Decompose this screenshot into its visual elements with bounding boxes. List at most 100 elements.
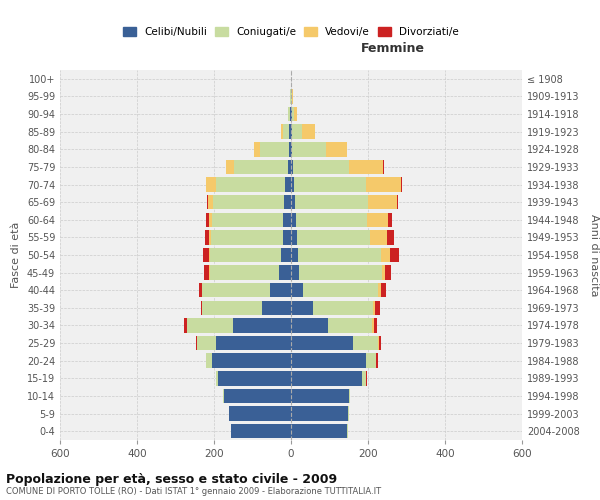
Bar bbox=[291, 178, 294, 192]
Bar bbox=[381, 248, 391, 262]
Bar bbox=[297, 230, 370, 244]
Bar bbox=[293, 107, 297, 122]
Y-axis label: Fasce di età: Fasce di età bbox=[11, 222, 21, 288]
Bar bbox=[289, 142, 291, 156]
Text: Popolazione per età, sesso e stato civile - 2009: Popolazione per età, sesso e stato civil… bbox=[6, 472, 337, 486]
Bar bbox=[218, 371, 291, 386]
Bar bbox=[283, 124, 289, 139]
Bar bbox=[349, 160, 383, 174]
Bar bbox=[373, 300, 375, 315]
Bar bbox=[391, 248, 399, 262]
Bar bbox=[287, 107, 289, 122]
Bar bbox=[299, 266, 382, 280]
Bar bbox=[353, 336, 377, 350]
Bar bbox=[281, 124, 283, 139]
Bar bbox=[291, 266, 299, 280]
Bar bbox=[326, 142, 347, 156]
Bar bbox=[366, 354, 376, 368]
Bar bbox=[298, 248, 381, 262]
Bar bbox=[211, 230, 283, 244]
Bar bbox=[208, 195, 213, 210]
Bar bbox=[283, 230, 291, 244]
Bar bbox=[291, 300, 313, 315]
Bar bbox=[349, 388, 350, 403]
Bar bbox=[302, 124, 315, 139]
Bar bbox=[291, 283, 304, 298]
Legend: Celibi/Nubili, Coniugati/e, Vedovi/e, Divorziati/e: Celibi/Nubili, Coniugati/e, Vedovi/e, Di… bbox=[120, 24, 462, 40]
Bar bbox=[205, 266, 209, 280]
Bar bbox=[216, 336, 291, 350]
Bar bbox=[291, 354, 366, 368]
Bar bbox=[370, 230, 387, 244]
Bar bbox=[202, 283, 270, 298]
Bar bbox=[291, 318, 328, 332]
Bar bbox=[291, 107, 292, 122]
Bar bbox=[375, 300, 380, 315]
Bar bbox=[291, 388, 349, 403]
Bar bbox=[292, 142, 326, 156]
Bar bbox=[289, 107, 290, 122]
Bar bbox=[292, 124, 302, 139]
Bar bbox=[367, 212, 388, 227]
Bar bbox=[295, 195, 368, 210]
Bar bbox=[291, 124, 292, 139]
Bar bbox=[209, 248, 210, 262]
Bar bbox=[206, 354, 212, 368]
Bar bbox=[234, 160, 288, 174]
Bar bbox=[202, 300, 262, 315]
Bar bbox=[292, 107, 293, 122]
Bar bbox=[291, 406, 348, 421]
Bar bbox=[207, 195, 208, 210]
Bar bbox=[233, 318, 291, 332]
Bar bbox=[367, 178, 401, 192]
Bar bbox=[226, 160, 234, 174]
Bar bbox=[289, 124, 291, 139]
Bar bbox=[223, 388, 224, 403]
Bar bbox=[283, 212, 291, 227]
Bar bbox=[294, 178, 367, 192]
Bar bbox=[377, 336, 379, 350]
Bar bbox=[291, 212, 296, 227]
Bar bbox=[376, 354, 377, 368]
Y-axis label: Anni di nascita: Anni di nascita bbox=[589, 214, 599, 296]
Bar bbox=[401, 178, 402, 192]
Bar bbox=[374, 318, 377, 332]
Bar bbox=[224, 388, 291, 403]
Bar bbox=[280, 266, 291, 280]
Bar bbox=[260, 142, 289, 156]
Bar bbox=[291, 424, 347, 438]
Bar bbox=[387, 230, 394, 244]
Bar bbox=[284, 195, 291, 210]
Bar bbox=[184, 318, 187, 332]
Bar bbox=[291, 195, 295, 210]
Bar bbox=[270, 283, 291, 298]
Bar bbox=[213, 195, 284, 210]
Bar bbox=[385, 266, 391, 280]
Bar bbox=[230, 424, 232, 438]
Bar bbox=[293, 160, 349, 174]
Bar bbox=[210, 248, 281, 262]
Bar bbox=[292, 89, 293, 104]
Bar bbox=[296, 212, 367, 227]
Bar bbox=[254, 142, 260, 156]
Bar bbox=[348, 406, 349, 421]
Bar bbox=[216, 178, 285, 192]
Bar bbox=[210, 266, 280, 280]
Bar bbox=[291, 142, 292, 156]
Bar bbox=[382, 283, 386, 298]
Text: COMUNE DI PORTO TOLLE (RO) - Dati ISTAT 1° gennaio 2009 - Elaborazione TUTTITALI: COMUNE DI PORTO TOLLE (RO) - Dati ISTAT … bbox=[6, 488, 381, 496]
Bar bbox=[212, 354, 291, 368]
Bar bbox=[187, 318, 233, 332]
Bar bbox=[291, 336, 353, 350]
Bar bbox=[397, 195, 398, 210]
Bar bbox=[209, 212, 212, 227]
Bar bbox=[209, 266, 210, 280]
Bar bbox=[388, 212, 392, 227]
Bar bbox=[291, 371, 362, 386]
Bar bbox=[288, 160, 291, 174]
Bar bbox=[197, 336, 216, 350]
Bar bbox=[203, 248, 209, 262]
Bar bbox=[372, 318, 374, 332]
Bar bbox=[368, 195, 397, 210]
Bar bbox=[291, 160, 293, 174]
